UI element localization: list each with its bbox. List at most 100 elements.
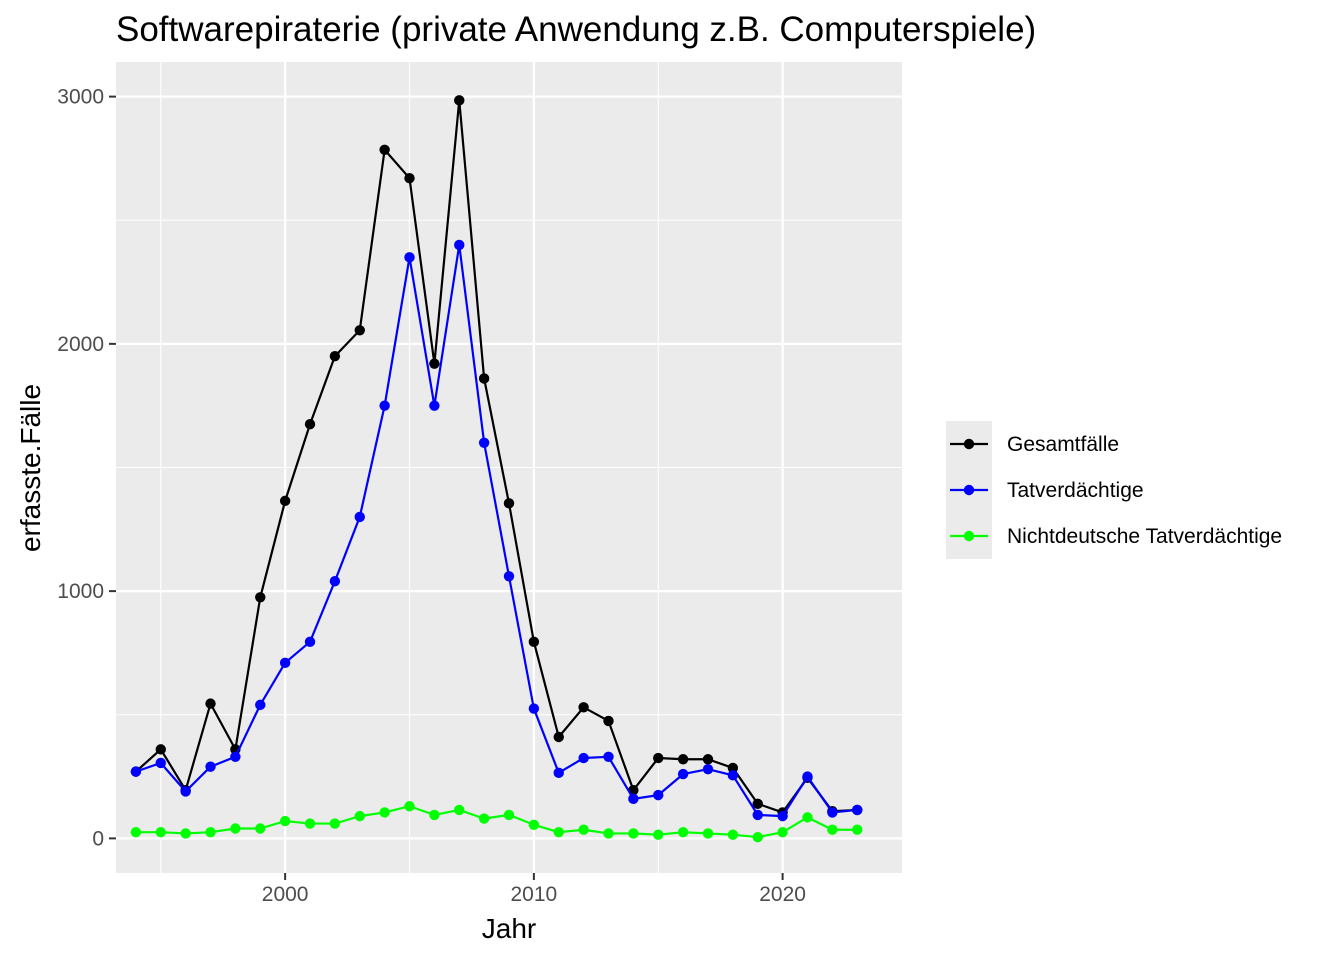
data-point: [304, 818, 316, 829]
data-point: [279, 495, 291, 507]
data-point: [379, 807, 390, 818]
data-point: [702, 754, 714, 765]
data-point: [503, 498, 515, 509]
data-point: [329, 818, 341, 829]
data-point: [578, 752, 589, 764]
data-point: [677, 754, 689, 765]
data-point: [677, 768, 689, 780]
data-point: [752, 809, 763, 821]
data-point: [255, 592, 266, 603]
data-point: [802, 812, 813, 823]
data-point: [752, 798, 763, 809]
data-point: [827, 824, 838, 835]
data-point: [727, 829, 739, 840]
data-point: [528, 703, 540, 714]
data-point: [528, 636, 540, 648]
data-point: [279, 815, 291, 827]
data-point: [329, 576, 341, 587]
data-point: [702, 763, 714, 775]
data-point: [454, 804, 465, 816]
legend-label: Gesamtfälle: [1007, 433, 1119, 456]
data-point: [354, 511, 365, 523]
data-point: [727, 762, 739, 774]
data-point: [578, 702, 589, 713]
data-point: [653, 829, 664, 840]
data-point: [304, 419, 316, 430]
data-point: [429, 358, 440, 369]
y-tick-label: 3000: [57, 86, 104, 109]
data-point: [653, 789, 664, 801]
legend-label: Nichtdeutsche Tatverdächtige: [1007, 525, 1282, 548]
data-point: [354, 810, 365, 822]
data-point: [230, 751, 241, 762]
chart-title: Softwarepiraterie (private Anwendung z.B…: [116, 10, 1036, 49]
axes: 0 1000 2000 3000 2000 2010 2020: [57, 86, 806, 906]
y-tick-label: 2000: [57, 333, 104, 356]
y-tick-label: 0: [92, 827, 104, 850]
data-point: [578, 824, 589, 835]
data-point: [777, 810, 788, 822]
data-point: [727, 770, 739, 781]
data-point: [478, 813, 490, 824]
data-point: [603, 828, 614, 839]
data-point: [628, 793, 639, 805]
grid-lines: [116, 62, 902, 873]
legend-key-point: [963, 530, 975, 542]
data-point: [503, 809, 515, 821]
data-point: [454, 239, 465, 251]
series-line: [135, 243, 858, 818]
data-point: [827, 807, 838, 818]
data-point: [852, 824, 863, 835]
x-tick-label: 2000: [262, 883, 309, 906]
data-point: [304, 636, 316, 648]
x-tick-label: 2020: [759, 883, 806, 906]
data-point: [379, 144, 390, 155]
data-point: [628, 828, 639, 839]
data-point: [180, 828, 191, 839]
data-point: [603, 751, 614, 762]
data-point: [404, 252, 415, 263]
data-point: [230, 823, 241, 834]
data-point: [478, 437, 490, 448]
legend-item: Nichtdeutsche Tatverdächtige: [946, 513, 1282, 559]
data-point: [802, 771, 813, 782]
data-point: [180, 786, 191, 797]
data-point: [279, 657, 291, 669]
data-point: [379, 400, 390, 411]
data-point: [503, 571, 515, 582]
data-point: [205, 698, 216, 709]
data-point: [553, 827, 564, 838]
data-point: [255, 699, 266, 711]
data-point: [553, 767, 564, 779]
data-point: [155, 827, 166, 838]
data-point: [130, 827, 142, 838]
data-point: [553, 731, 564, 743]
data-point: [429, 400, 440, 411]
data-point: [155, 757, 166, 769]
data-point: [329, 351, 341, 362]
data-point: [677, 827, 689, 838]
data-point: [702, 828, 714, 839]
series-3: [130, 801, 863, 843]
data-point: [478, 373, 490, 384]
data-point: [155, 744, 166, 755]
legend-key-point: [963, 438, 975, 450]
data-point: [205, 827, 216, 838]
data-point: [454, 95, 465, 106]
data-point: [752, 831, 763, 843]
data-point: [130, 766, 142, 777]
data-point: [777, 827, 788, 838]
legend-item: Tatverdächtige: [946, 467, 1144, 513]
data-point: [354, 325, 365, 336]
series-layer: [130, 95, 863, 843]
data-point: [603, 715, 614, 727]
legend-key-point: [963, 484, 975, 496]
data-point: [205, 761, 216, 772]
y-tick-label: 1000: [57, 580, 104, 603]
data-point: [404, 173, 415, 184]
legend-item: Gesamtfälle: [946, 421, 1119, 467]
data-point: [528, 819, 540, 830]
legend-label: Tatverdächtige: [1007, 479, 1144, 502]
x-axis-title: Jahr: [482, 913, 536, 944]
